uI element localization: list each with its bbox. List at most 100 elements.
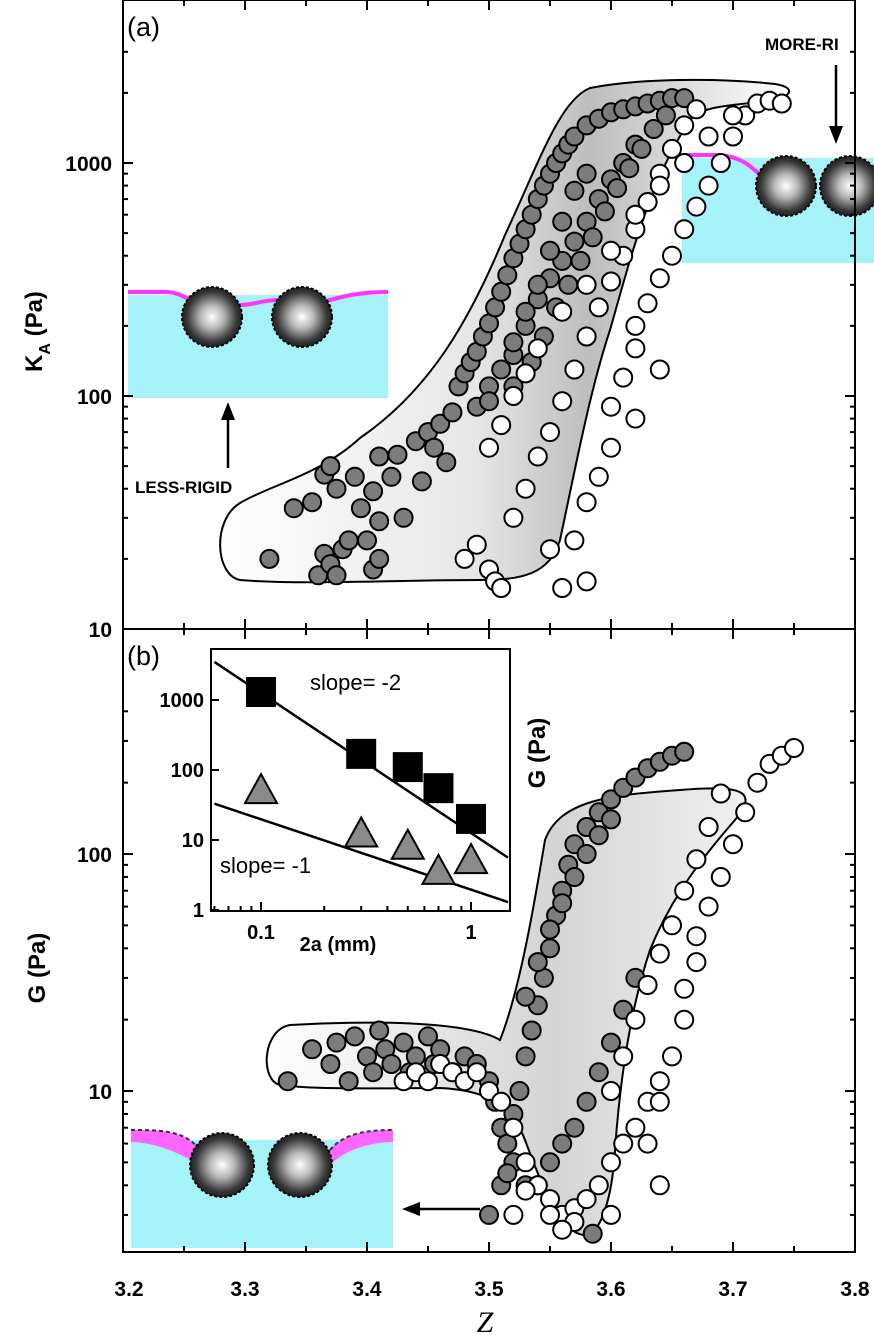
filled-point-a [357, 530, 377, 551]
inset-y-tick-label: 10 [182, 830, 204, 852]
open-point-a [552, 391, 573, 412]
x-tick-label: 3.2 [114, 1278, 143, 1301]
open-point-a [479, 437, 499, 458]
open-point-a [601, 396, 621, 417]
open-point-b [747, 772, 768, 793]
x-tick-label: 3.7 [718, 1278, 747, 1301]
open-point-a [625, 204, 646, 225]
open-point-b [686, 952, 707, 973]
filled-point-b [479, 1204, 499, 1225]
open-point-b [552, 1219, 573, 1240]
axes-layer: 3.2 3.3 3.4 3.5 3.6 3.7 3.8 10 100 1000 10 100 [65, 0, 870, 1301]
open-point-a [576, 326, 597, 347]
open-point-b [674, 1009, 695, 1030]
filled-point-b [369, 1020, 390, 1041]
filled-point-b [363, 1062, 384, 1083]
inset-triangle-point [453, 842, 489, 875]
filled-point-b [576, 844, 597, 864]
filled-point-b [381, 1054, 402, 1074]
filled-point-a [424, 437, 445, 458]
filled-point-a [369, 511, 390, 532]
filled-point-b [509, 1081, 530, 1101]
filled-point-b [540, 1152, 560, 1173]
filled-point-b [564, 867, 585, 887]
filled-point-b [326, 1032, 347, 1053]
filled-point-a [344, 466, 365, 487]
filled-point-b [302, 1039, 323, 1060]
filled-point-b [552, 1133, 573, 1154]
filled-point-a [326, 565, 347, 586]
filled-point-b [497, 1163, 518, 1184]
open-point-b [649, 1175, 670, 1196]
open-point-a [588, 466, 609, 487]
open-point-b [710, 867, 731, 887]
open-point-a [649, 175, 670, 196]
inset-square-point [346, 738, 377, 769]
open-point-a [454, 548, 475, 569]
filled-point-a [363, 481, 384, 502]
open-point-a [637, 192, 658, 212]
filled-point-b [582, 1223, 603, 1244]
slope-bottom-label: slope= -1 [220, 853, 311, 878]
filled-point-a [643, 119, 664, 139]
open-point-a [601, 437, 621, 458]
open-point-a [662, 245, 682, 266]
open-point-a [503, 507, 524, 528]
open-point-b [503, 1204, 524, 1225]
open-point-a [686, 99, 707, 120]
open-point-b [601, 1152, 621, 1173]
open-point-a [588, 297, 609, 318]
open-point-a [576, 571, 597, 592]
ylabel-b: G (Pa) [24, 933, 51, 1004]
open-point-a [601, 271, 621, 292]
open-point-a [625, 338, 646, 359]
inset-square-point [456, 803, 486, 834]
open-point-b [710, 783, 731, 804]
filled-point-a [619, 158, 640, 179]
filled-point-b [540, 919, 560, 940]
y-tick-label-a: 10 [89, 619, 112, 642]
filled-point-b [674, 741, 695, 762]
inset-square-point [392, 752, 423, 783]
inset-triangle-point [343, 815, 379, 848]
x-tick-label: 3.8 [840, 1278, 870, 1301]
open-point-b [674, 880, 695, 901]
schematic-less-rigid [128, 286, 389, 468]
open-point-b [723, 834, 743, 855]
inset-triangle-point [243, 772, 279, 805]
inset-xlabel: 2a (mm) [300, 934, 377, 956]
open-point-a [466, 534, 487, 555]
inset-y-tick-label: 1000 [160, 690, 205, 712]
open-point-a [564, 530, 585, 551]
fit-line [214, 802, 509, 904]
filled-point-b [552, 893, 573, 914]
filled-point-a [442, 402, 463, 423]
open-point-a [491, 415, 512, 436]
open-point-a [527, 446, 548, 467]
filled-point-a [552, 211, 573, 232]
open-point-a [503, 386, 524, 406]
filled-point-a [570, 250, 591, 271]
filled-point-a [515, 301, 536, 322]
open-point-b [698, 817, 719, 837]
open-point-b [662, 1046, 682, 1067]
open-point-b [625, 1009, 646, 1030]
filled-point-b [588, 1062, 609, 1083]
filled-point-b [564, 1117, 585, 1138]
inset-y-tick-label: 1 [193, 900, 204, 922]
y-tick-label-b: 100 [77, 844, 112, 867]
open-point-b [637, 1133, 658, 1154]
filled-point-a [655, 105, 676, 126]
less-rigid-label: LESS-RIGID [135, 478, 232, 497]
open-point-a [698, 126, 719, 147]
open-point-b [466, 1062, 487, 1083]
inset-x-tick-label: 0.1 [247, 922, 275, 944]
open-point-a [649, 359, 670, 380]
filled-point-a [387, 444, 408, 465]
filled-point-a [320, 456, 341, 477]
filled-point-b [601, 809, 621, 830]
filled-point-a [338, 530, 359, 551]
filled-point-a [607, 178, 628, 199]
filled-point-b [320, 1054, 341, 1074]
